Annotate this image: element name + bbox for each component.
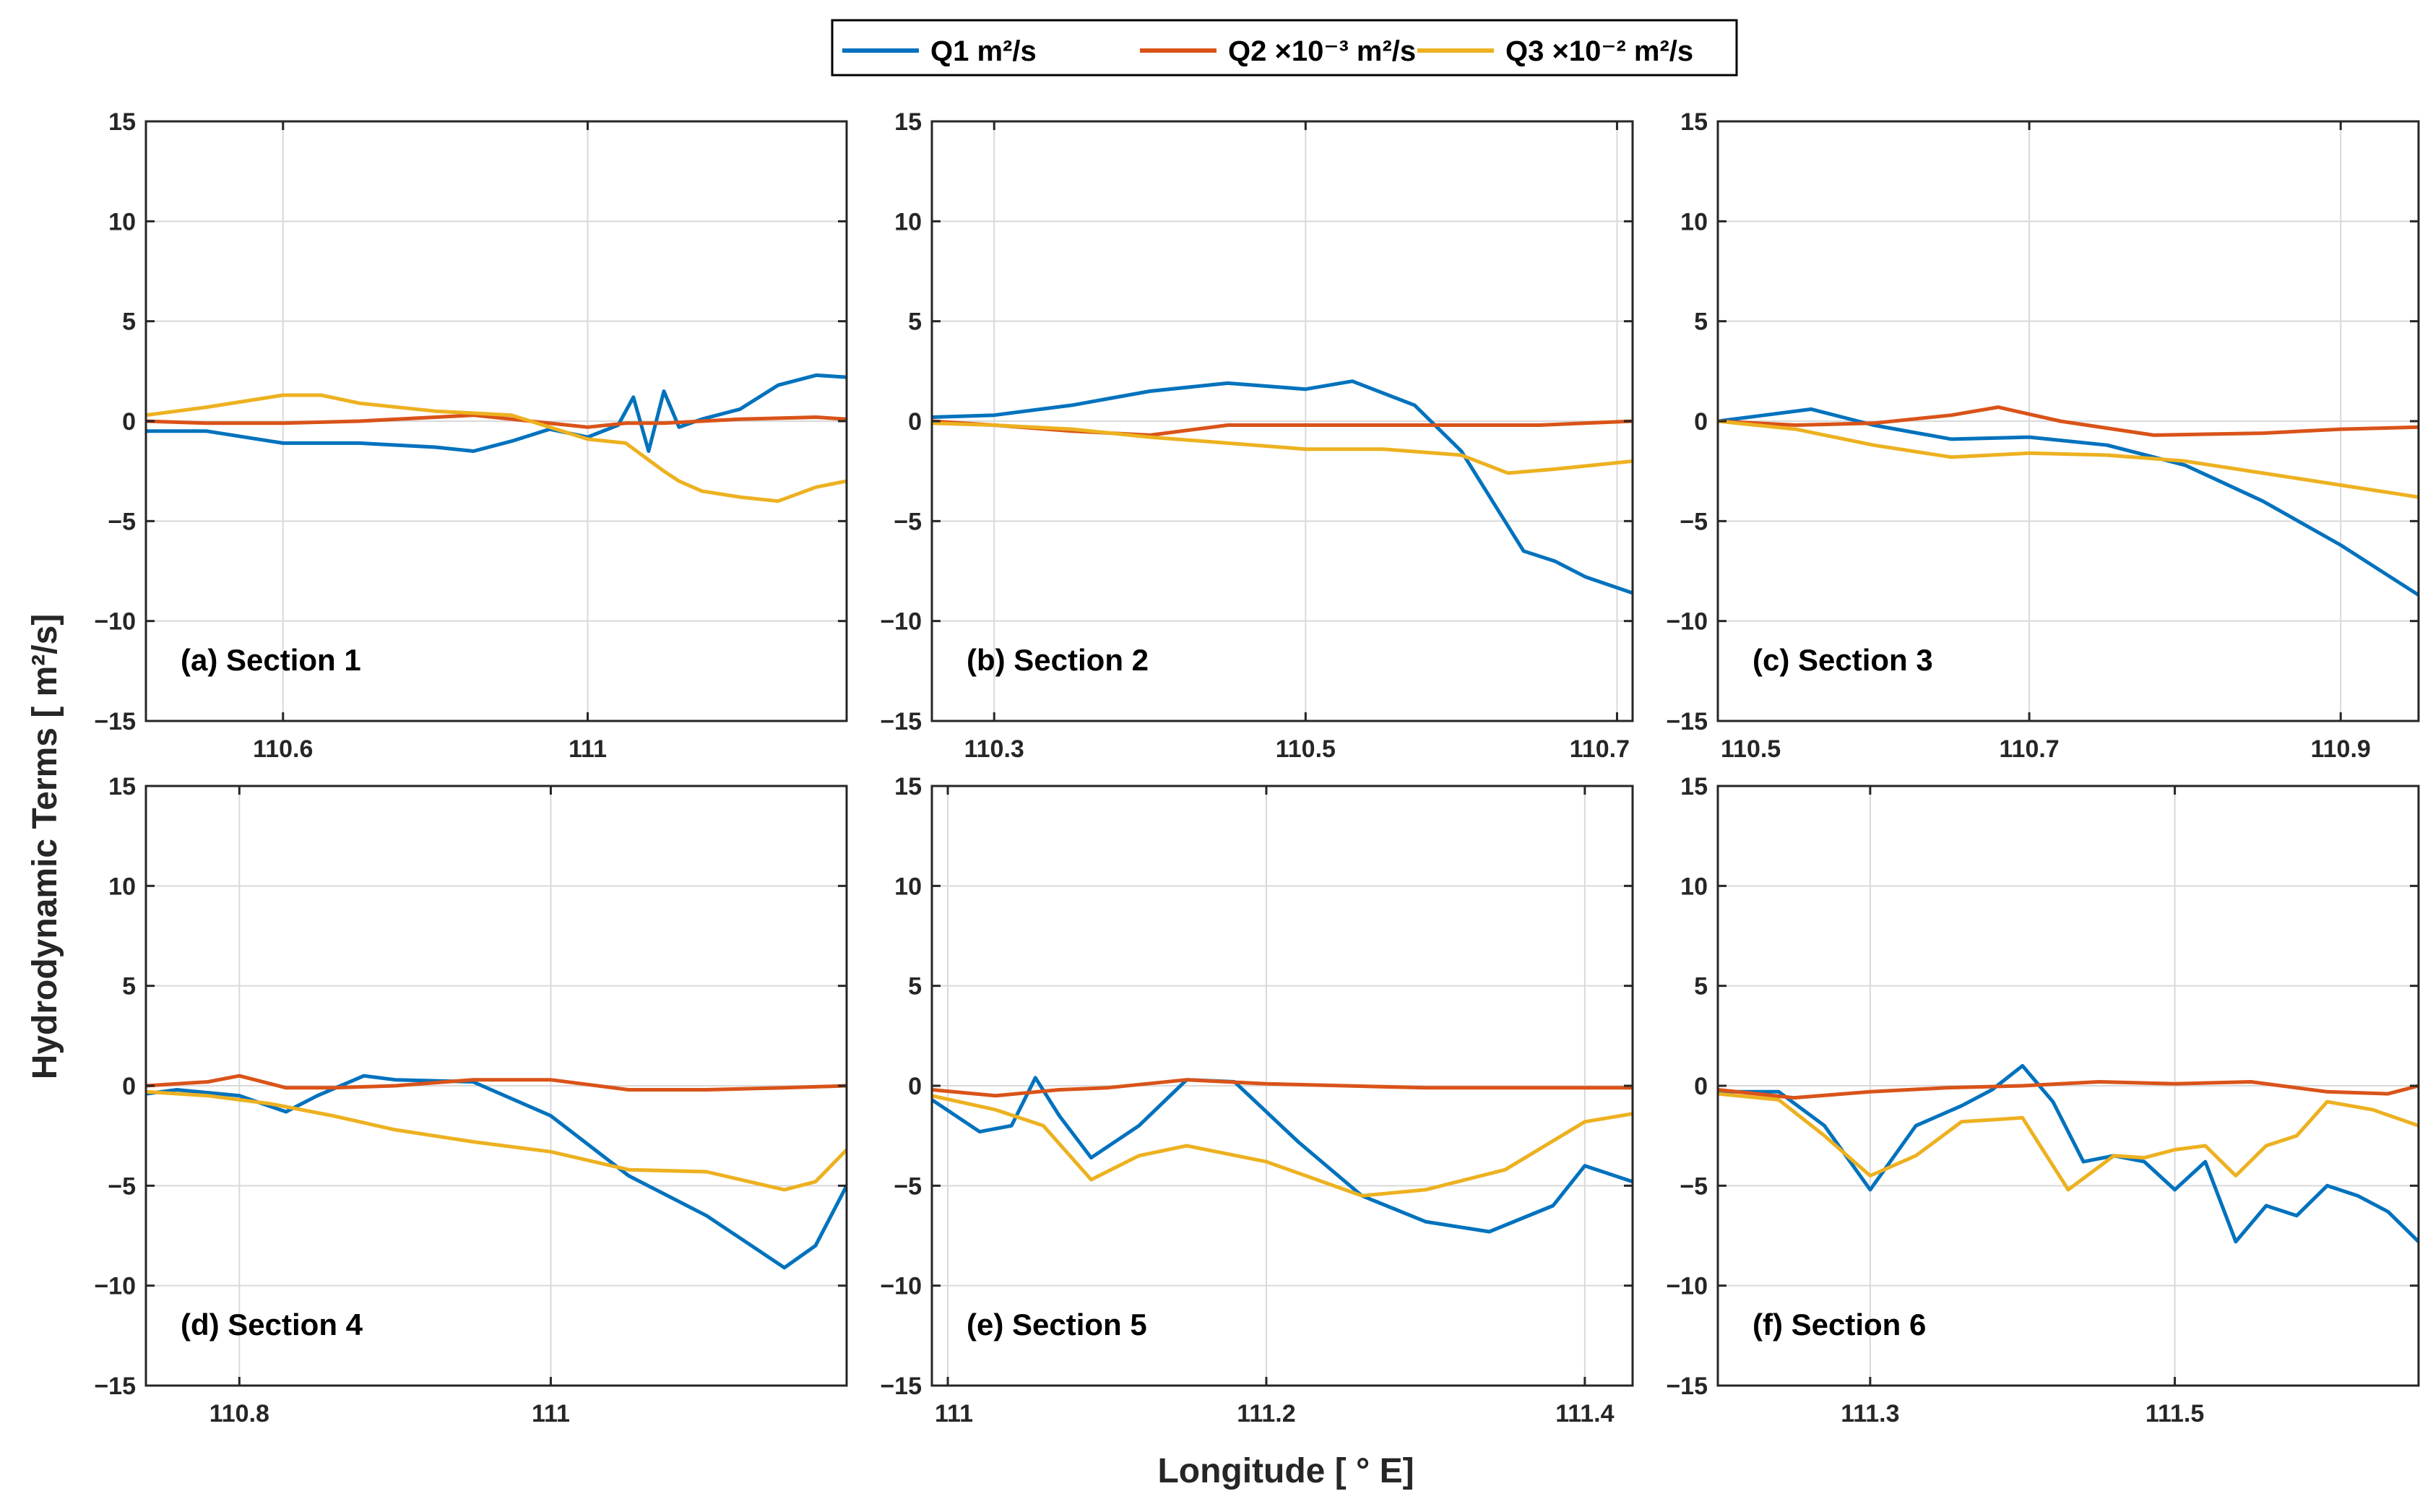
y-tick-label: 15 bbox=[108, 108, 136, 136]
y-axis-title: Hydrodynamic Terms [ m²/s] bbox=[26, 614, 64, 1080]
y-tick-label: −10 bbox=[94, 1273, 136, 1300]
x-tick-label: 111 bbox=[935, 1400, 973, 1427]
y-tick-label: −5 bbox=[894, 1172, 922, 1200]
y-tick-label: 15 bbox=[108, 773, 136, 800]
series-line-q3 bbox=[1718, 419, 2419, 499]
x-tick-label: 111.4 bbox=[1555, 1400, 1614, 1427]
y-tick-label: 0 bbox=[1694, 1073, 1708, 1100]
y-tick-label: −10 bbox=[1666, 608, 1708, 636]
panel-title: (a) Section 1 bbox=[181, 643, 361, 677]
series-line-q1 bbox=[146, 1073, 847, 1270]
x-tick-label: 111.5 bbox=[2145, 1400, 2204, 1427]
y-tick-label: 5 bbox=[908, 308, 922, 336]
y-tick-label: −15 bbox=[1666, 1373, 1708, 1400]
y-tick-label: 10 bbox=[1680, 208, 1708, 236]
y-tick-label: 10 bbox=[1680, 873, 1708, 900]
series-line-q3 bbox=[146, 1089, 847, 1192]
y-tick-label: 0 bbox=[1694, 408, 1708, 436]
y-tick-label: 5 bbox=[908, 973, 922, 1001]
legend: Q1 m²/s Q2 ×10⁻³ m²/s Q3 ×10⁻² m²/s bbox=[831, 19, 1738, 77]
y-tick-label: 5 bbox=[1694, 973, 1708, 1001]
series-line-q3 bbox=[932, 1094, 1633, 1198]
y-tick-label: −10 bbox=[880, 1273, 922, 1300]
series-line-q1 bbox=[1718, 407, 2419, 597]
x-tick-label: 111.2 bbox=[1237, 1400, 1295, 1427]
y-tick-label: −15 bbox=[94, 708, 136, 735]
y-tick-label: −5 bbox=[1680, 508, 1708, 535]
y-tick-label: 10 bbox=[108, 208, 136, 236]
x-tick-label: 110.8 bbox=[209, 1400, 269, 1427]
panel-5: −15 −10 −5 0 5 10 15 111 111.2 111.4 (e) Section 5 bbox=[880, 773, 1634, 1427]
y-tick-label: 5 bbox=[1694, 308, 1708, 336]
series-line-q1 bbox=[932, 379, 1633, 595]
y-tick-label: 0 bbox=[122, 408, 136, 436]
series-line-q3 bbox=[1718, 1092, 2419, 1192]
x-tick-label: 111 bbox=[532, 1400, 570, 1427]
x-tick-label: 111.3 bbox=[1841, 1400, 1899, 1427]
y-tick-label: −15 bbox=[880, 1373, 922, 1400]
x-tick-label: 110.5 bbox=[1276, 735, 1336, 763]
panel-1: −15 −10 −5 0 5 10 15 110.6 111 (a) Section 1 bbox=[94, 108, 848, 763]
y-tick-label: 10 bbox=[894, 208, 922, 236]
y-tick-label: 15 bbox=[894, 773, 922, 800]
legend-label-q2: Q2 ×10⁻³ m²/s bbox=[1228, 35, 1416, 67]
x-axis-title: Longitude [ ° E] bbox=[1157, 1452, 1414, 1490]
x-tick-label: 110.7 bbox=[2000, 735, 2060, 763]
series-line-q3 bbox=[146, 393, 847, 504]
series-line-q2 bbox=[932, 1078, 1633, 1098]
panel-title: (c) Section 3 bbox=[1753, 643, 1933, 677]
y-tick-label: −5 bbox=[894, 508, 922, 535]
panel-4: −15 −10 −5 0 5 10 15 110.8 111 (d) Section 4 bbox=[94, 773, 848, 1427]
legend-box bbox=[831, 19, 1738, 77]
panel-title: (d) Section 4 bbox=[181, 1308, 363, 1342]
x-tick-label: 110.7 bbox=[1570, 735, 1630, 763]
y-tick-label: 5 bbox=[122, 973, 136, 1001]
y-tick-label: −10 bbox=[1666, 1273, 1708, 1300]
y-tick-label: 0 bbox=[908, 408, 922, 436]
y-tick-label: 15 bbox=[1680, 108, 1708, 136]
y-tick-label: 5 bbox=[122, 308, 136, 336]
y-tick-label: −5 bbox=[1680, 1172, 1708, 1200]
x-tick-label: 110.5 bbox=[1721, 735, 1781, 763]
y-tick-label: −5 bbox=[108, 508, 136, 535]
x-tick-label: 111 bbox=[569, 735, 607, 763]
y-tick-label: −15 bbox=[1666, 708, 1708, 735]
series-line-q2 bbox=[1718, 1080, 2419, 1100]
series-line-q3 bbox=[932, 421, 1633, 475]
panel-title: (e) Section 5 bbox=[967, 1308, 1147, 1342]
panel-6: −15 −10 −5 0 5 10 15 111.3 111.5 (f) Section 6 bbox=[1666, 773, 2420, 1427]
y-tick-label: −10 bbox=[94, 608, 136, 636]
x-tick-label: 110.6 bbox=[253, 735, 313, 763]
x-tick-label: 110.3 bbox=[964, 735, 1024, 763]
legend-label-q1: Q1 m²/s bbox=[930, 35, 1037, 67]
y-tick-label: 10 bbox=[108, 873, 136, 900]
y-tick-label: −5 bbox=[108, 1172, 136, 1200]
panel-3: −15 −10 −5 0 5 10 15 110.5 110.7 110.9 (c) Section… bbox=[1666, 108, 2420, 763]
y-tick-label: 15 bbox=[1680, 773, 1708, 800]
y-tick-label: −15 bbox=[880, 708, 922, 735]
x-tick-label: 110.9 bbox=[2311, 735, 2371, 763]
y-tick-label: 15 bbox=[894, 108, 922, 136]
series-line-q2 bbox=[146, 1073, 847, 1092]
series-line-q2 bbox=[1718, 405, 2419, 437]
y-tick-label: 0 bbox=[908, 1073, 922, 1100]
panel-title: (f) Section 6 bbox=[1753, 1308, 1926, 1342]
panel-2: −15 −10 −5 0 5 10 15 110.3 110.5 110.7 (b) Section… bbox=[880, 108, 1634, 763]
y-tick-label: −15 bbox=[94, 1373, 136, 1400]
panel-title: (b) Section 2 bbox=[967, 643, 1149, 677]
y-tick-label: 0 bbox=[122, 1073, 136, 1100]
legend-label-q3: Q3 ×10⁻² m²/s bbox=[1505, 35, 1693, 67]
y-tick-label: 10 bbox=[894, 873, 922, 900]
y-tick-label: −10 bbox=[880, 608, 922, 636]
